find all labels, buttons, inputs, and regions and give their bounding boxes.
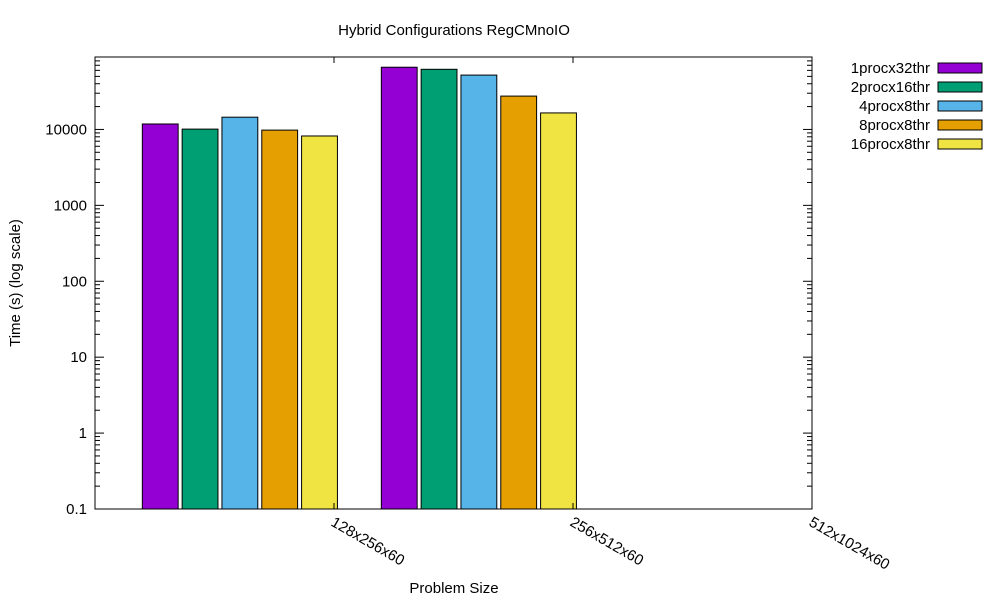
bar-2procx16thr-128x256x60	[181, 128, 219, 510]
y-tick-label: 1	[79, 425, 87, 442]
legend-swatch	[937, 119, 983, 131]
bar-2procx16thr-256x512x60	[420, 68, 458, 510]
bar-8procx8thr-128x256x60	[261, 129, 299, 510]
bar-16procx8thr-256x512x60	[540, 112, 577, 510]
bar-4procx8thr-128x256x60	[221, 116, 259, 510]
y-tick-label: 100	[62, 273, 87, 290]
bar-4procx8thr-256x512x60	[460, 74, 498, 510]
bar-8procx8thr-256x512x60	[500, 95, 538, 510]
plot-frame	[94, 56, 813, 510]
legend-label: 16procx8thr	[851, 136, 930, 153]
legend-swatch	[937, 81, 983, 93]
y-tick-label: 10000	[45, 121, 87, 138]
legend-swatch	[937, 138, 983, 150]
chart-title: Hybrid Configurations RegCMnoIO	[338, 22, 570, 39]
x-tick-label: 512x1024x60	[806, 514, 893, 574]
y-tick-label: 0.1	[66, 501, 87, 518]
legend-swatch	[937, 100, 983, 112]
x-tick-label: 256x512x60	[567, 514, 646, 570]
bar-1procx32thr-128x256x60	[141, 123, 179, 510]
legend-label: 4procx8thr	[859, 98, 930, 115]
y-ticks-group: 0.1 1 10 100 1000 10000	[45, 56, 812, 518]
x-axis-label: Problem Size	[409, 580, 498, 597]
y-tick-label: 10	[70, 349, 87, 366]
legend: 1procx32thr 2procx16thr 4procx8thr 8procx8t…	[851, 60, 983, 153]
bar-1procx32thr-256x512x60	[380, 66, 418, 510]
x-tick-label: 128x256x60	[328, 514, 407, 570]
legend-label: 1procx32thr	[851, 60, 930, 77]
y-tick-label: 1000	[54, 197, 87, 214]
legend-label: 8procx8thr	[859, 117, 930, 134]
bars-group	[141, 66, 577, 510]
bar-16procx8thr-128x256x60	[301, 135, 338, 510]
legend-swatch	[937, 62, 983, 74]
y-axis-label: Time (s) (log scale)	[7, 219, 24, 347]
legend-label: 2procx16thr	[851, 79, 930, 96]
